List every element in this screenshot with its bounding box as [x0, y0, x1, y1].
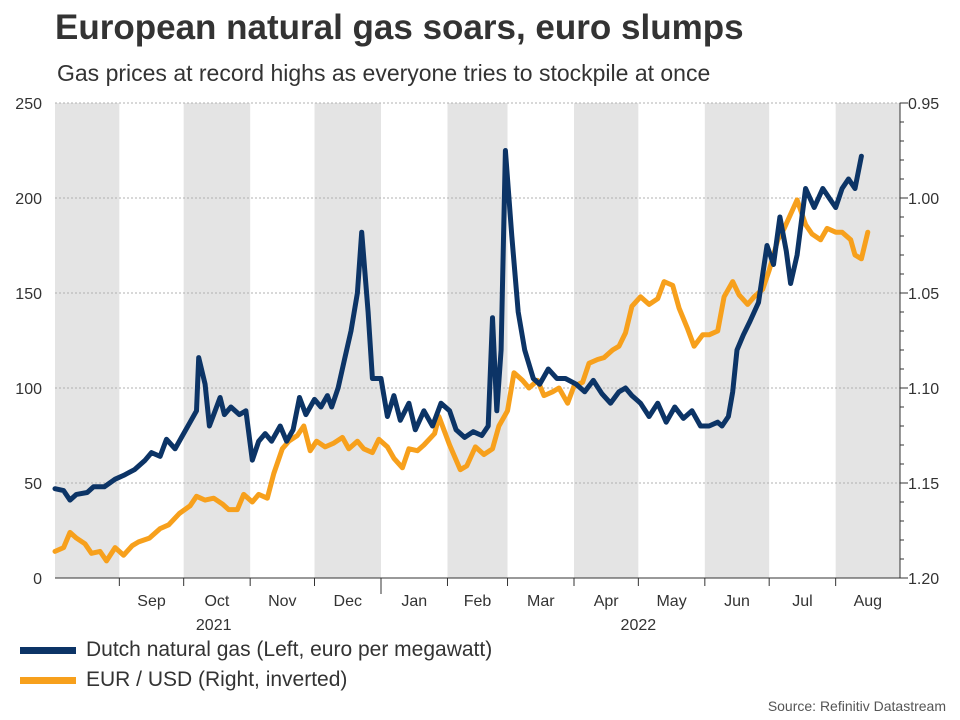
gas-line [52, 148, 864, 503]
month-label-apr: Apr [594, 593, 620, 610]
legend-label-gas: Dutch natural gas (Left, euro per megawa… [86, 638, 493, 661]
left-tick-label: 150 [15, 286, 42, 303]
left-tick-label: 200 [15, 191, 42, 208]
month-band-aug-2021 [55, 103, 120, 578]
legend-label-eurusd: EUR / USD (Right, inverted) [86, 668, 348, 691]
month-label-dec: Dec [334, 593, 362, 610]
legend-swatch-gas [20, 646, 76, 654]
source-note: Source: Refinitiv Datastream [767, 698, 946, 714]
month-label-may: May [656, 593, 686, 610]
right-tick-label: 1.20 [908, 571, 939, 588]
legend-swatch-eurusd [20, 676, 76, 684]
month-band-aug [835, 103, 900, 578]
right-tick-label: 1.15 [908, 476, 939, 493]
right-tick-label: 1.10 [908, 381, 939, 398]
left-tick-label: 250 [15, 96, 42, 113]
right-axis-ticks: 0.95 1.00 1.05 1.10 1.15 1.20 [900, 96, 939, 588]
legend-item-eurusd: EUR / USD (Right, inverted) [20, 668, 347, 692]
right-tick-label: 0.95 [908, 96, 939, 113]
x-axis-ticks: Sep Oct Nov Dec Jan Feb Mar Apr May Jun Jul Aug 2021… [118, 578, 882, 634]
left-axis-ticks: 0 50 100 150 200 250 [15, 96, 42, 588]
right-tick-label: 1.05 [908, 286, 939, 303]
year-label-2021: 2021 [196, 617, 232, 634]
month-label-feb: Feb [464, 593, 492, 610]
month-band-feb [447, 103, 508, 578]
month-label-sep: Sep [137, 593, 166, 610]
year-label-2022: 2022 [621, 617, 657, 634]
month-label-oct: Oct [204, 593, 229, 610]
chart-title: European natural gas soars, euro slumps [55, 8, 744, 47]
chart-subtitle: Gas prices at record highs as everyone t… [57, 60, 711, 86]
month-label-jun: Jun [724, 593, 750, 610]
left-tick-label: 50 [24, 476, 42, 493]
right-tick-label: 1.00 [908, 191, 939, 208]
left-tick-label: 100 [15, 381, 42, 398]
month-band-apr [574, 103, 639, 578]
series-gas [52, 148, 864, 503]
left-tick-label: 0 [33, 571, 42, 588]
month-band-jun [704, 103, 770, 578]
month-bands [55, 103, 900, 578]
month-label-aug: Aug [854, 593, 882, 610]
month-label-nov: Nov [268, 593, 296, 610]
month-label-jan: Jan [401, 593, 427, 610]
month-label-mar: Mar [527, 593, 555, 610]
month-label-jul: Jul [792, 593, 812, 610]
legend-item-gas: Dutch natural gas (Left, euro per megawa… [20, 638, 492, 662]
